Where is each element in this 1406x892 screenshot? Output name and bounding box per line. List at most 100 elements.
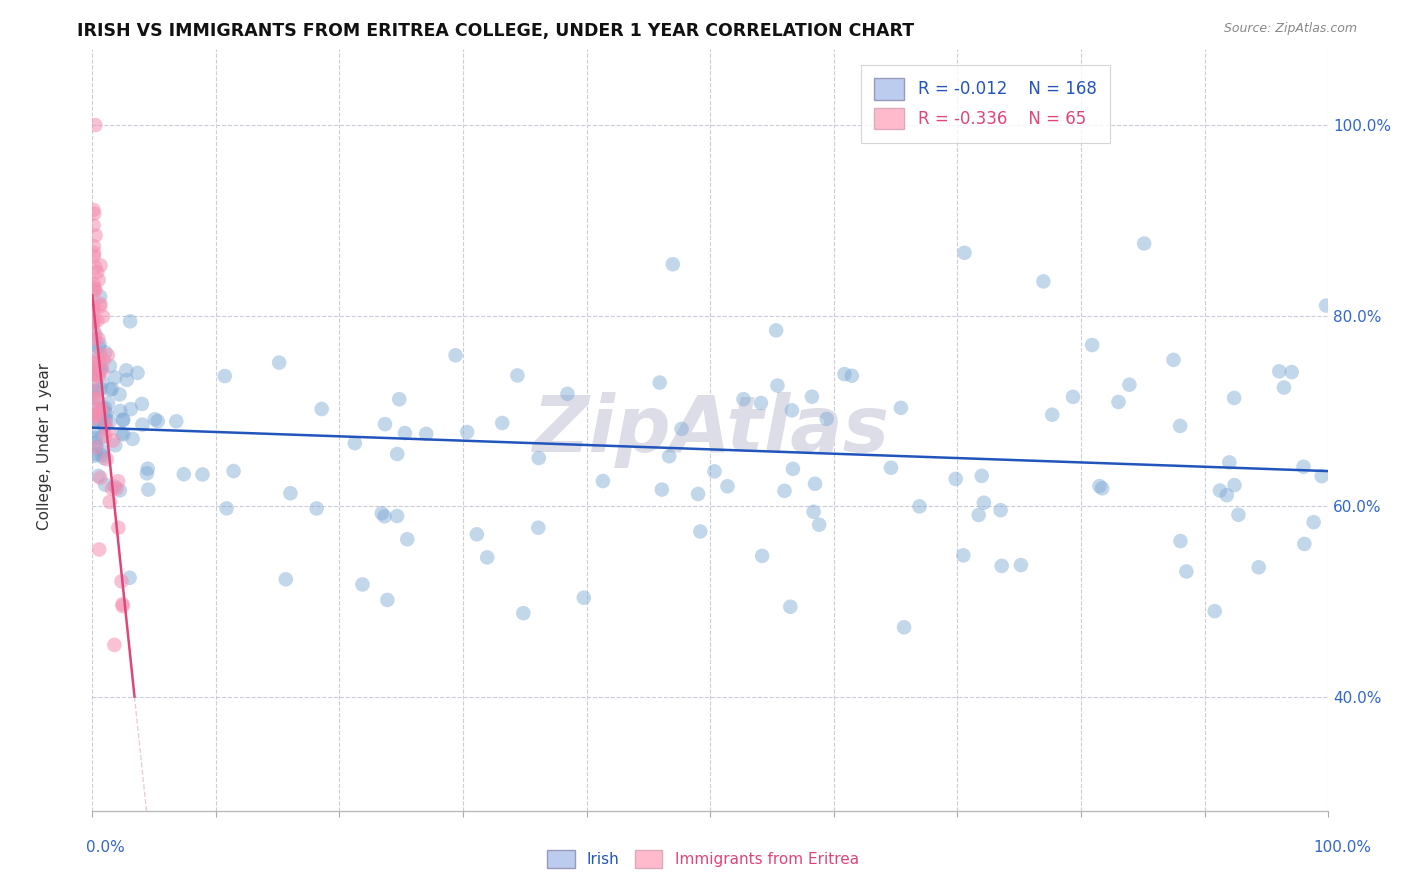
Point (222, 464, 245, 478)
Point (377, 593, 399, 607)
Point (84, 118, 107, 132)
Point (115, 363, 138, 377)
Point (84, 260, 107, 275)
Point (91, 448, 114, 462)
Point (131, 397, 153, 411)
Point (104, 479, 127, 493)
Point (1294, 537, 1316, 551)
Point (94, 429, 117, 443)
Point (83, 207, 105, 221)
Point (83, 414, 105, 428)
Point (94, 412, 117, 426)
Point (1223, 478, 1246, 492)
Point (1204, 604, 1226, 618)
Point (557, 387, 579, 401)
Point (834, 367, 856, 381)
Point (83, 246, 105, 260)
Point (512, 606, 534, 620)
Point (1010, 558, 1032, 572)
Point (93, 420, 115, 434)
Point (880, 460, 903, 475)
Point (396, 533, 419, 547)
Point (101, 434, 124, 448)
Point (749, 396, 772, 410)
Point (83, 285, 105, 299)
Point (527, 521, 550, 535)
Point (779, 599, 801, 614)
Point (94, 345, 117, 359)
Point (1108, 395, 1130, 409)
Point (1040, 408, 1063, 422)
Point (444, 348, 467, 362)
Point (990, 503, 1012, 517)
Point (94, 401, 117, 415)
Point (1081, 338, 1104, 352)
Point (83, 218, 105, 232)
Point (215, 501, 238, 516)
Text: Source: ZipAtlas.com: Source: ZipAtlas.com (1223, 22, 1357, 36)
Point (87, 369, 110, 384)
Point (1216, 488, 1239, 502)
Text: IRISH VS IMMIGRANTS FROM ERITREA COLLEGE, UNDER 1 YEAR CORRELATION CHART: IRISH VS IMMIGRANTS FROM ERITREA COLLEGE… (77, 22, 914, 40)
Point (1133, 236, 1156, 251)
Point (388, 392, 411, 407)
Point (1223, 391, 1246, 405)
Point (1170, 534, 1192, 549)
Point (98, 495, 121, 509)
Point (1310, 469, 1333, 483)
Point (689, 524, 711, 539)
Point (165, 414, 187, 428)
Point (89, 259, 111, 273)
Point (118, 571, 141, 585)
Point (83, 316, 105, 330)
Point (841, 368, 863, 383)
Point (733, 392, 755, 406)
Point (1268, 364, 1291, 378)
Text: College, Under 1 year: College, Under 1 year (38, 362, 52, 530)
Point (1209, 483, 1232, 498)
Point (990, 558, 1012, 573)
Point (91, 401, 114, 416)
Point (87, 412, 110, 426)
Text: ZipAtlas: ZipAtlas (531, 392, 889, 467)
Point (1175, 565, 1198, 579)
Point (136, 483, 159, 497)
Point (94, 477, 117, 491)
Point (83, 424, 105, 438)
Point (83, 249, 105, 263)
Point (800, 390, 823, 404)
Point (782, 462, 804, 476)
Point (127, 366, 149, 380)
Point (84, 363, 107, 377)
Point (93, 451, 115, 466)
Point (572, 591, 595, 605)
Point (91, 375, 114, 389)
Point (94, 407, 117, 421)
Point (120, 314, 142, 328)
Point (765, 323, 787, 337)
Point (86, 313, 108, 327)
Point (83, 383, 105, 397)
Point (1168, 418, 1191, 433)
Point (1218, 455, 1240, 469)
Point (1272, 380, 1295, 394)
Point (945, 472, 967, 486)
Point (83, 239, 105, 253)
Point (1227, 508, 1250, 522)
Point (83, 411, 105, 425)
Point (506, 368, 529, 383)
Point (136, 467, 159, 481)
Point (101, 382, 124, 396)
Point (87, 468, 110, 483)
Point (87, 332, 110, 346)
Point (780, 403, 803, 417)
Legend: R = -0.012    N = 168, R = -0.336    N = 65: R = -0.012 N = 168, R = -0.336 N = 65 (860, 65, 1109, 143)
Point (766, 378, 789, 392)
Point (84, 392, 107, 407)
Point (804, 476, 827, 491)
Point (658, 450, 681, 464)
Point (120, 402, 142, 417)
Point (662, 257, 685, 271)
Point (1247, 560, 1270, 574)
Point (87, 273, 110, 287)
